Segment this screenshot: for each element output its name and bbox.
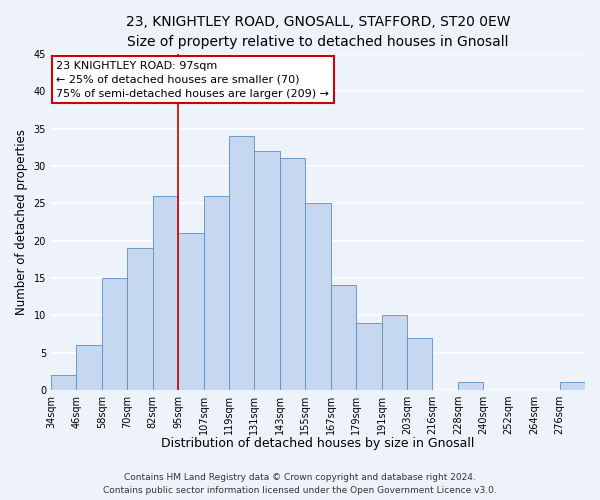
Bar	[560, 382, 585, 390]
Bar	[356, 322, 382, 390]
Bar	[458, 382, 483, 390]
Bar	[76, 345, 102, 390]
Bar	[254, 151, 280, 390]
Bar	[178, 233, 203, 390]
Bar	[127, 248, 152, 390]
Bar	[102, 278, 127, 390]
Bar	[152, 196, 178, 390]
Y-axis label: Number of detached properties: Number of detached properties	[15, 129, 28, 315]
Title: 23, KNIGHTLEY ROAD, GNOSALL, STAFFORD, ST20 0EW
Size of property relative to det: 23, KNIGHTLEY ROAD, GNOSALL, STAFFORD, S…	[126, 15, 510, 48]
Text: 23 KNIGHTLEY ROAD: 97sqm
← 25% of detached houses are smaller (70)
75% of semi-d: 23 KNIGHTLEY ROAD: 97sqm ← 25% of detach…	[56, 60, 329, 98]
Bar	[280, 158, 305, 390]
Bar	[407, 338, 433, 390]
Text: Contains HM Land Registry data © Crown copyright and database right 2024.
Contai: Contains HM Land Registry data © Crown c…	[103, 474, 497, 495]
X-axis label: Distribution of detached houses by size in Gnosall: Distribution of detached houses by size …	[161, 437, 475, 450]
Bar	[229, 136, 254, 390]
Bar	[331, 286, 356, 390]
Bar	[203, 196, 229, 390]
Bar	[51, 375, 76, 390]
Bar	[305, 203, 331, 390]
Bar	[382, 315, 407, 390]
